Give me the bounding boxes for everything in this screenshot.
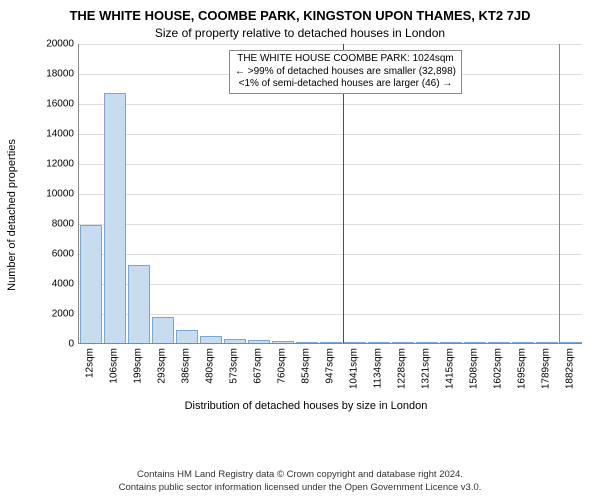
y-axis-label: Number of detached properties: [6, 139, 18, 291]
y-tick-label: 10000: [46, 189, 74, 200]
y-tick-label: 18000: [46, 69, 74, 80]
y-tick-label: 20000: [46, 39, 74, 50]
footer-line-2: Contains public sector information licen…: [0, 482, 600, 494]
bar: [176, 330, 197, 343]
x-tick-label: 1508sqm: [469, 348, 480, 389]
bar: [224, 339, 245, 343]
x-tick-label: 667sqm: [253, 348, 264, 384]
y-tick-label: 12000: [46, 159, 74, 170]
bar: [464, 342, 485, 343]
x-tick-label: 854sqm: [301, 348, 312, 384]
x-tick-label: 947sqm: [325, 348, 336, 384]
x-tick-label: 386sqm: [181, 348, 192, 384]
x-tick-label: 1041sqm: [349, 348, 360, 389]
bar: [200, 336, 221, 344]
x-tick-label: 1602sqm: [493, 348, 504, 389]
x-tick-label: 1415sqm: [445, 348, 456, 389]
bar: [128, 265, 149, 343]
x-tick-label: 293sqm: [157, 348, 168, 384]
bar: [296, 342, 317, 343]
x-tick-label: 106sqm: [109, 348, 120, 384]
bar: [152, 317, 173, 343]
bar: [104, 93, 125, 343]
plot-area: THE WHITE HOUSE COOMBE PARK: 1024sqm← >9…: [78, 44, 582, 344]
x-tick-label: 760sqm: [277, 348, 288, 384]
callout-line: THE WHITE HOUSE COOMBE PARK: 1024sqm: [235, 53, 456, 66]
bar: [272, 341, 293, 343]
x-tick-label: 1695sqm: [517, 348, 528, 389]
bar: [80, 225, 101, 344]
chart-area: Number of detached properties THE WHITE …: [30, 44, 582, 386]
x-axis-label: Distribution of detached houses by size …: [30, 400, 582, 412]
y-tick-label: 2000: [52, 309, 74, 320]
chart-title: THE WHITE HOUSE, COOMBE PARK, KINGSTON U…: [0, 0, 600, 23]
y-tick-label: 16000: [46, 99, 74, 110]
chart-subtitle: Size of property relative to detached ho…: [0, 23, 600, 44]
x-tick-label: 573sqm: [229, 348, 240, 384]
bar: [344, 342, 365, 343]
callout-line: ← >99% of detached houses are smaller (3…: [235, 66, 456, 79]
bar: [392, 342, 413, 343]
x-tick-label: 1789sqm: [541, 348, 552, 389]
range-end-line: [559, 44, 560, 343]
y-tick-label: 0: [68, 339, 74, 350]
bar: [560, 342, 581, 343]
annotation-callout: THE WHITE HOUSE COOMBE PARK: 1024sqm← >9…: [229, 50, 462, 94]
x-tick-label: 480sqm: [205, 348, 216, 384]
bar: [536, 342, 557, 343]
x-tick-label: 1134sqm: [373, 348, 384, 388]
bar: [368, 342, 389, 343]
x-tick-label: 1882sqm: [565, 348, 576, 389]
y-tick-label: 6000: [52, 249, 74, 260]
x-tick-label: 12sqm: [85, 348, 96, 378]
x-tick-label: 199sqm: [133, 348, 144, 384]
bar: [416, 342, 437, 343]
bar: [488, 342, 509, 343]
x-tick-label: 1321sqm: [421, 348, 432, 389]
callout-line: <1% of semi-detached houses are larger (…: [235, 78, 456, 91]
bar: [440, 342, 461, 343]
bar: [248, 340, 269, 343]
attribution-footer: Contains HM Land Registry data © Crown c…: [0, 469, 600, 494]
y-tick-label: 8000: [52, 219, 74, 230]
x-tick-label: 1228sqm: [397, 348, 408, 389]
y-tick-label: 14000: [46, 129, 74, 140]
y-tick-label: 4000: [52, 279, 74, 290]
footer-line-1: Contains HM Land Registry data © Crown c…: [0, 469, 600, 481]
bar: [512, 342, 533, 343]
bar: [320, 342, 341, 343]
